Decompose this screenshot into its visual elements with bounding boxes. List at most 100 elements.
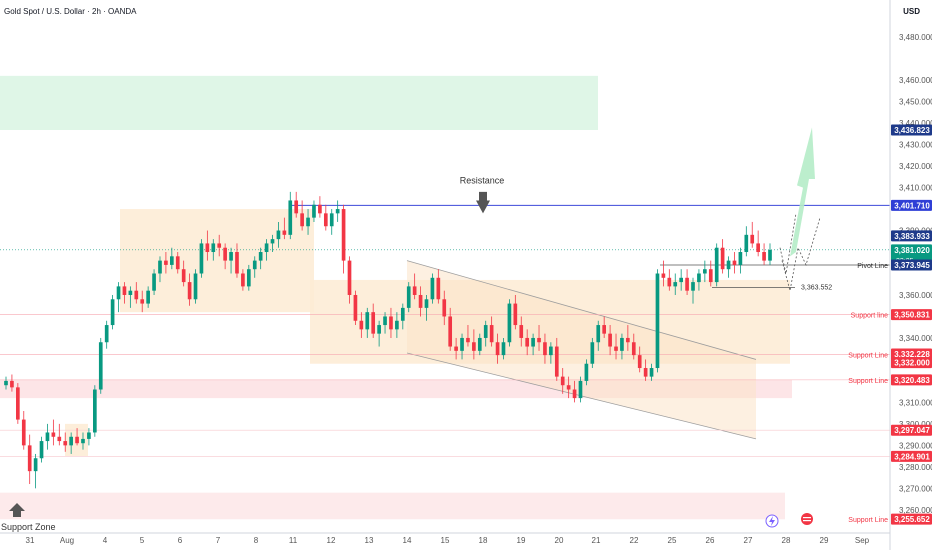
candle-body [128,290,133,295]
candle-37 [223,243,227,270]
candle-90 [537,325,541,351]
candle-35 [211,239,216,261]
candle-body [525,337,530,347]
candle-body [726,260,731,270]
candle-body [697,273,701,283]
projection-path-2 [781,217,821,291]
candle-119 [708,260,713,287]
candle-129 [768,243,772,265]
candle-body [395,320,399,330]
candle-20 [122,282,127,304]
price-badge-8: 3,320.483 [891,374,932,386]
candle-body [57,436,62,442]
date-label-4: 4 [103,536,108,545]
price-badge-2: 3,383.933 [891,230,932,242]
price-badge-bg [891,513,932,525]
candle-100 [596,320,601,351]
candle-12 [75,428,79,446]
projection-path-1 [779,213,797,274]
candle-1 [10,374,14,392]
candle-body [341,209,346,261]
candle-body [10,380,14,388]
candle-83 [495,333,500,364]
date-label-13: 13 [365,536,374,545]
candle-body [768,249,772,261]
candle-63 [377,320,381,347]
candle-98 [584,359,589,386]
candle-87 [519,316,524,347]
candle-29 [175,252,180,274]
candle-body [175,256,180,270]
candle-0 [4,376,8,390]
candle-body [258,252,263,261]
date-label-26: 26 [706,536,715,545]
price-badge-value: 3,332.000 [894,359,930,368]
channel-upper-line [406,260,757,360]
candle-body [312,204,316,218]
candle-104 [620,333,624,360]
candle-105 [626,325,630,351]
price-badge-value: 3,255.652 [894,515,930,524]
candle-107 [637,346,642,373]
price-badge-bg [891,357,932,369]
price-badge-5: 3,350.831 [891,309,932,321]
candle-53 [318,196,322,218]
candle-body [152,273,156,291]
date-label-11: 11 [289,536,298,545]
candle-body [205,243,210,253]
candle-77 [460,333,464,360]
price-tick-label: 3,300.000 [899,420,932,429]
candle-body [572,389,577,399]
candle-body [756,243,760,253]
candle-60 [359,312,364,338]
candle-38 [229,247,233,274]
price-tick-label: 3,280.000 [899,463,932,472]
candle-body [554,346,559,377]
candle-body [235,252,239,274]
price-tick-label: 3,290.000 [899,441,932,450]
candle-103 [614,333,618,360]
candle-23 [140,290,145,313]
candle-body [21,419,26,446]
candle-8 [51,419,56,446]
candle-body [655,273,660,369]
candle-111 [661,260,666,287]
price-badge-value: 3,284.901 [894,452,930,461]
candle-body [51,432,56,437]
price-badge-bg [891,424,932,436]
candle-body [371,312,376,334]
candle-body [347,260,352,295]
candle-body [531,337,535,347]
candle-7 [45,423,50,450]
support-zone-up-arrow [9,503,25,517]
price-tick-label: 3,440.000 [899,119,932,128]
candle-13 [81,432,85,450]
candle-41 [246,264,251,291]
candle-15 [93,385,97,437]
candle-69 [412,273,417,300]
zone-3 [120,209,314,313]
candle-44 [264,239,269,261]
candle-66 [395,312,399,338]
candle-body [448,316,453,347]
candle-81 [483,320,488,347]
us-flag-stripe [803,517,811,519]
candle-67 [400,303,405,330]
candle-3 [21,410,26,450]
price-tick-label: 3,360.000 [899,291,932,300]
candle-86 [513,294,518,330]
candle-body [164,260,168,265]
candle-body [335,209,340,214]
pivot-value-label: 3,363.552 [801,284,832,291]
price-badge-value: 3,332.228 [894,350,930,359]
candle-body [720,247,725,270]
support-zone-label: Support Zone [1,522,56,532]
candle-125 [744,226,749,257]
date-label-19: 19 [517,536,526,545]
candle-124 [738,247,743,274]
candle-body [673,282,678,287]
price-badge-value: 3,320.483 [894,376,930,385]
price-tick-label: 3,270.000 [899,484,932,493]
candle-113 [673,273,678,295]
